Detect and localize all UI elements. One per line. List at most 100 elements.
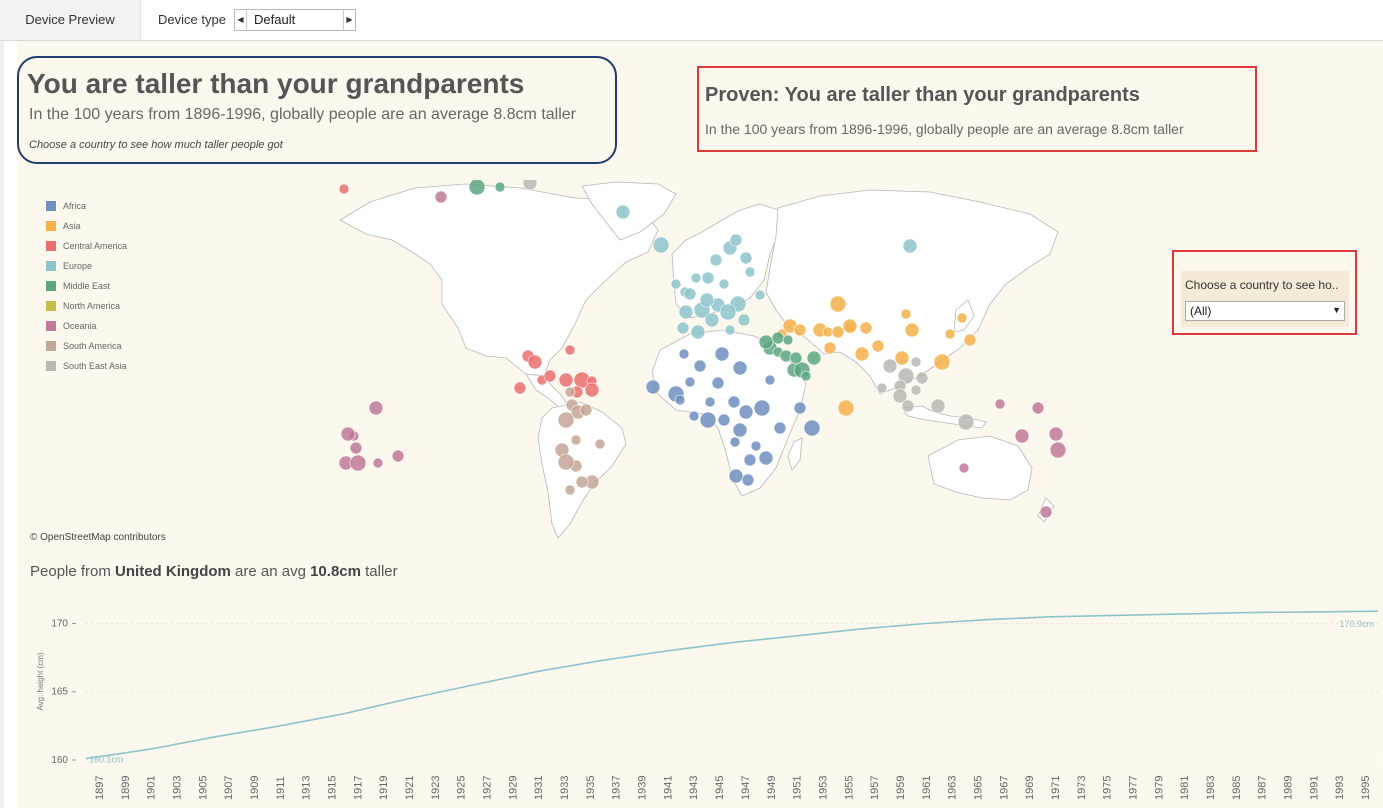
country-dot[interactable]: [773, 421, 787, 435]
country-dot[interactable]: [743, 453, 757, 467]
country-dot[interactable]: [837, 399, 855, 417]
country-dot[interactable]: [902, 238, 918, 254]
country-dot[interactable]: [944, 328, 956, 340]
country-dot[interactable]: [789, 351, 803, 365]
country-dot[interactable]: [615, 204, 631, 220]
country-dot[interactable]: [693, 359, 707, 373]
country-dot[interactable]: [1048, 426, 1064, 442]
legend-item[interactable]: Europe: [46, 256, 127, 276]
country-dot[interactable]: [829, 295, 847, 313]
country-dot[interactable]: [704, 396, 716, 408]
legend-item[interactable]: South America: [46, 336, 127, 356]
arrow-left-icon[interactable]: ◀: [235, 10, 247, 30]
country-dot[interactable]: [674, 394, 686, 406]
country-dot[interactable]: [958, 462, 970, 474]
country-dot[interactable]: [718, 278, 730, 290]
legend-item[interactable]: Oceania: [46, 316, 127, 336]
country-dot[interactable]: [709, 253, 723, 267]
world-map[interactable]: [330, 180, 1066, 548]
country-dot[interactable]: [933, 353, 951, 371]
series-line[interactable]: [85, 610, 1379, 760]
country-dot[interactable]: [579, 403, 593, 417]
country-dot[interactable]: [741, 473, 755, 487]
country-dot[interactable]: [513, 381, 527, 395]
country-dot[interactable]: [594, 438, 606, 450]
country-dot[interactable]: [894, 350, 910, 366]
country-dot[interactable]: [338, 183, 350, 195]
country-dot[interactable]: [732, 360, 748, 376]
country-dot[interactable]: [558, 372, 574, 388]
country-dot[interactable]: [699, 411, 717, 429]
country-dot[interactable]: [645, 379, 661, 395]
arrow-right-icon[interactable]: ▶: [343, 10, 355, 30]
legend-item[interactable]: South East Asia: [46, 356, 127, 376]
country-dot[interactable]: [876, 382, 888, 394]
country-dot[interactable]: [570, 434, 582, 446]
country-dot[interactable]: [728, 468, 744, 484]
country-dot[interactable]: [340, 426, 356, 442]
country-dot[interactable]: [724, 324, 736, 336]
country-dot[interactable]: [930, 398, 946, 414]
country-dot[interactable]: [575, 475, 589, 489]
country-dot[interactable]: [823, 341, 837, 355]
country-dot[interactable]: [758, 334, 774, 350]
country-dot[interactable]: [527, 354, 543, 370]
country-dot[interactable]: [719, 303, 737, 321]
country-dot[interactable]: [678, 348, 690, 360]
country-dot[interactable]: [564, 484, 576, 496]
country-dot[interactable]: [727, 395, 741, 409]
country-dot[interactable]: [391, 449, 405, 463]
country-dot[interactable]: [494, 181, 506, 193]
country-dot[interactable]: [699, 292, 715, 308]
country-dot[interactable]: [564, 344, 576, 356]
country-dot[interactable]: [842, 318, 858, 334]
country-dot[interactable]: [803, 419, 821, 437]
country-dot[interactable]: [729, 233, 743, 247]
country-dot[interactable]: [714, 346, 730, 362]
country-dot[interactable]: [738, 404, 754, 420]
country-dot[interactable]: [831, 325, 845, 339]
country-dot[interactable]: [1049, 441, 1066, 459]
country-dot[interactable]: [739, 251, 753, 265]
country-dot[interactable]: [744, 266, 756, 278]
country-dot[interactable]: [793, 401, 807, 415]
country-dot[interactable]: [753, 399, 771, 417]
country-dot[interactable]: [910, 384, 922, 396]
country-dot[interactable]: [688, 410, 700, 422]
country-dot[interactable]: [690, 272, 702, 284]
country-dot[interactable]: [701, 271, 715, 285]
country-dot[interactable]: [676, 321, 690, 335]
country-dot[interactable]: [956, 312, 968, 324]
country-dot[interactable]: [915, 371, 929, 385]
chevron-down-icon[interactable]: ▼: [1332, 305, 1341, 315]
tab-device-preview[interactable]: Device Preview: [0, 0, 141, 40]
country-dot[interactable]: [758, 450, 774, 466]
legend-item[interactable]: North America: [46, 296, 127, 316]
country-dot[interactable]: [957, 413, 975, 431]
country-dot[interactable]: [854, 346, 870, 362]
country-dot[interactable]: [717, 413, 731, 427]
country-dot[interactable]: [1039, 505, 1053, 519]
country-dot[interactable]: [771, 331, 785, 345]
country-dot[interactable]: [800, 370, 812, 382]
country-dot[interactable]: [910, 356, 922, 368]
country-dot[interactable]: [994, 398, 1006, 410]
country-dot[interactable]: [754, 289, 766, 301]
country-dot[interactable]: [1014, 428, 1030, 444]
country-dot[interactable]: [584, 382, 600, 398]
country-dot[interactable]: [557, 453, 575, 471]
country-dot[interactable]: [522, 180, 538, 191]
country-dot[interactable]: [678, 304, 694, 320]
country-dot[interactable]: [901, 399, 915, 413]
country-dot[interactable]: [670, 278, 682, 290]
country-dot[interactable]: [683, 287, 697, 301]
country-dot[interactable]: [564, 386, 576, 398]
country-dot[interactable]: [900, 308, 912, 320]
country-dot[interactable]: [468, 180, 486, 196]
country-dot[interactable]: [892, 388, 908, 404]
device-type-select[interactable]: ◀ Default ▶: [234, 9, 356, 31]
legend-item[interactable]: Central America: [46, 236, 127, 256]
country-dot[interactable]: [963, 333, 977, 347]
country-filter-select[interactable]: (All) ▼: [1185, 301, 1345, 321]
country-dot[interactable]: [897, 367, 915, 385]
